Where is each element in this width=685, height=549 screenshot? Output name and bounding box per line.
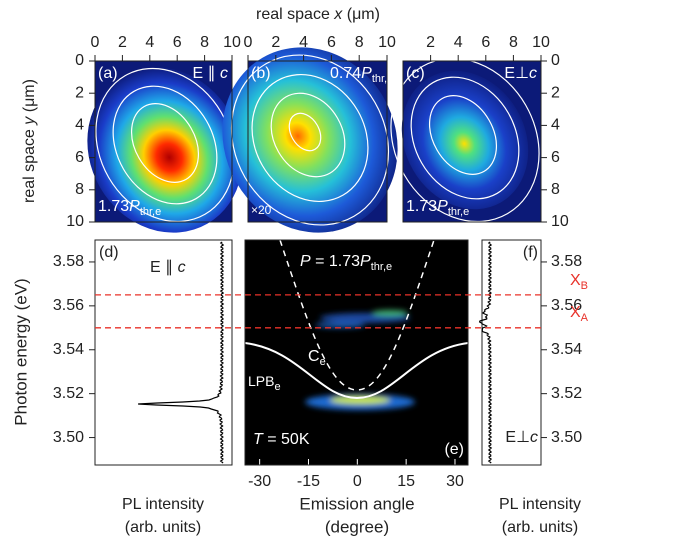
y-tick-label: 3.52 — [53, 385, 84, 402]
y-tick-label: 2 — [551, 84, 560, 101]
x-tick-label: 8 — [509, 34, 518, 51]
frame — [244, 239, 469, 466]
y-tick-label: 3.58 — [551, 253, 582, 270]
panel-tag: (b) — [251, 65, 271, 82]
frame — [94, 60, 233, 223]
panel-c — [390, 57, 541, 223]
x-tick-label: 10 — [223, 34, 241, 51]
y-tick-label: 3.56 — [53, 297, 84, 314]
y-tick-label: 8 — [75, 181, 84, 198]
y-tick-label: 3.50 — [53, 429, 84, 446]
panel-b — [222, 47, 398, 233]
y-tick-label: 0 — [551, 52, 560, 69]
x-tick-label: 4 — [454, 34, 463, 51]
y-tick-label: 4 — [75, 117, 84, 134]
panel-d — [94, 239, 233, 466]
y-tick-label: 10 — [66, 213, 84, 230]
polarization: E⊥c — [504, 65, 537, 82]
x-tick-label: 4 — [145, 34, 154, 51]
x-tick-label: 0 — [91, 34, 100, 51]
x-tick-label: -15 — [297, 473, 320, 490]
power: 1.73Pthr,e — [98, 198, 161, 218]
panel-tag: (a) — [98, 65, 118, 82]
scale-note: ×20 — [251, 203, 272, 217]
x-tick-label: 6 — [481, 34, 490, 51]
y-tick-label: 6 — [75, 149, 84, 166]
y-title: Photon energy (eV) — [11, 278, 30, 425]
x-tick-label: 10 — [532, 34, 550, 51]
x-tick-label: 15 — [397, 473, 415, 490]
x-title: Emission angle — [299, 494, 414, 513]
x-tick-label: 8 — [355, 34, 364, 51]
y-tick-label: 3.56 — [551, 297, 582, 314]
y-tick-label: 4 — [551, 117, 560, 134]
x-title: (arb. units) — [502, 519, 578, 536]
y-tick-label: 6 — [551, 149, 560, 166]
temperature: T = 50K — [253, 431, 310, 448]
x-tick-label: 0 — [244, 34, 253, 51]
y-tick-label: 3.54 — [53, 341, 84, 358]
panel-tag: (e) — [444, 441, 464, 458]
x-tick-label: 2 — [426, 34, 435, 51]
frame — [402, 60, 542, 223]
y-title: real space y (μm) — [21, 79, 38, 203]
x-tick-label: 6 — [327, 34, 336, 51]
panel-tag: (d) — [99, 244, 119, 261]
x-title: PL intensity — [499, 496, 581, 513]
x-title: (arb. units) — [125, 519, 201, 536]
x-tick-label: 4 — [299, 34, 308, 51]
x-tick-label: 6 — [173, 34, 182, 51]
frame — [247, 60, 388, 223]
x-tick-label: 2 — [118, 34, 127, 51]
power: 1.73Pthr,e — [406, 198, 469, 218]
y-tick-label: 2 — [75, 84, 84, 101]
spectrum — [138, 241, 225, 464]
exciton-label: XA — [570, 304, 589, 324]
x-tick-label: 8 — [200, 34, 209, 51]
polarization: E⊥c — [505, 429, 538, 446]
curve-label: Ce — [308, 348, 326, 368]
x-title: (degree) — [325, 517, 389, 536]
y-tick-label: 8 — [551, 181, 560, 198]
y-tick-label: 10 — [551, 213, 569, 230]
y-tick-label: 3.50 — [551, 429, 582, 446]
spectrum — [478, 241, 493, 464]
y-tick-label: 3.58 — [53, 253, 84, 270]
x-tick-label: 10 — [378, 34, 396, 51]
panel-e — [244, 239, 469, 465]
x-tick-label: 0 — [353, 473, 362, 490]
x-title: real space x (μm) — [256, 6, 380, 23]
polarization: E ∥ c — [150, 259, 186, 276]
panel-a — [87, 61, 243, 233]
x-tick-label: 2 — [271, 34, 280, 51]
x-tick-label: -30 — [248, 473, 271, 490]
x-title: PL intensity — [122, 496, 204, 513]
polarization: E ∥ c — [192, 65, 228, 82]
power: P = 1.73Pthr,e — [300, 253, 392, 273]
y-tick-label: 3.54 — [551, 341, 582, 358]
y-tick-label: 0 — [75, 52, 84, 69]
curve-label: LPBe — [248, 373, 281, 393]
exciton-label: XB — [570, 272, 588, 292]
panel-tag: (c) — [406, 65, 425, 82]
panel-tag: (f) — [523, 244, 538, 261]
power: 0.74Pthr,e — [330, 65, 393, 85]
x-tick-label: 30 — [446, 473, 464, 490]
panel-f — [481, 239, 542, 466]
y-tick-label: 3.52 — [551, 385, 582, 402]
